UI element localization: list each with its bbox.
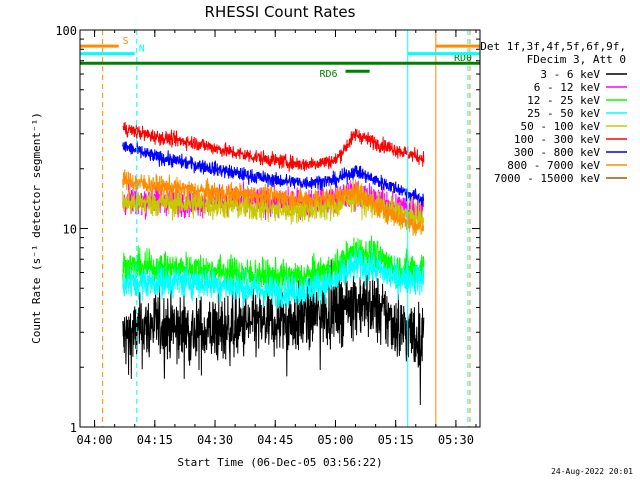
plot-data-layer — [122, 122, 425, 406]
legend-label-2: 12 - 25 keV — [527, 94, 600, 107]
y-tick-label-0: 1 — [70, 421, 77, 435]
series-line-5 — [122, 122, 425, 172]
chart-title: RHESSI Count Rates — [205, 3, 356, 21]
legend-header-line-1: Det 1f,3f,4f,5f,6f,9f, — [480, 40, 626, 53]
series-line-3 — [122, 245, 425, 309]
series-line-0 — [122, 256, 425, 406]
legend-header-line-2: FDecim 3, Att 0 — [527, 53, 626, 66]
x-tick-label-4: 05:00 — [317, 433, 353, 447]
annotation-label-1: N — [139, 44, 145, 55]
footer-timestamp: 24-Aug-2022 20:01 — [551, 467, 633, 476]
legend-label-8: 7000 - 15000 keV — [494, 172, 600, 185]
axis-layer: 04:00 04:15 04:30 04:45 05:00 05:15 05:30 1 10 10… — [55, 24, 480, 447]
series-line-7 — [122, 169, 425, 236]
y-tick-label-1: 10 — [63, 223, 77, 237]
legend-label-1: 6 - 12 keV — [534, 81, 601, 94]
legend-label-3: 25 - 50 keV — [527, 107, 600, 120]
x-axis-label: Start Time (06-Dec-05 03:56:22) — [177, 456, 382, 469]
legend-label-0: 3 - 6 keV — [540, 68, 600, 81]
series-line-2 — [122, 235, 425, 297]
x-tick-label-6: 05:30 — [438, 433, 474, 447]
x-tick-label-5: 05:15 — [378, 433, 414, 447]
x-tick-label-2: 04:30 — [197, 433, 233, 447]
legend-label-5: 100 - 300 keV — [514, 133, 600, 146]
y-axis-label: Count Rate (s⁻¹ detector segment⁻¹) — [30, 112, 43, 344]
x-tick-label-1: 04:15 — [137, 433, 173, 447]
legend-label-6: 300 - 800 keV — [514, 146, 600, 159]
y-tick-label-2: 100 — [55, 24, 77, 38]
annotation-label-3: RD6 — [320, 69, 338, 80]
legend-label-4: 50 - 100 keV — [521, 120, 601, 133]
x-tick-label-3: 04:45 — [257, 433, 293, 447]
x-tick-label-0: 04:00 — [77, 433, 113, 447]
series-line-6 — [122, 141, 425, 206]
legend: Det 1f,3f,4f,5f,6f,9f, FDecim 3, Att 0 3… — [480, 40, 627, 185]
legend-label-7: 800 - 7000 keV — [507, 159, 600, 172]
annotation-label-0: S — [123, 36, 129, 47]
annotation-label-2: RD0 — [454, 53, 472, 64]
annotation-layer: SN RD0 RD6 — [80, 30, 480, 427]
